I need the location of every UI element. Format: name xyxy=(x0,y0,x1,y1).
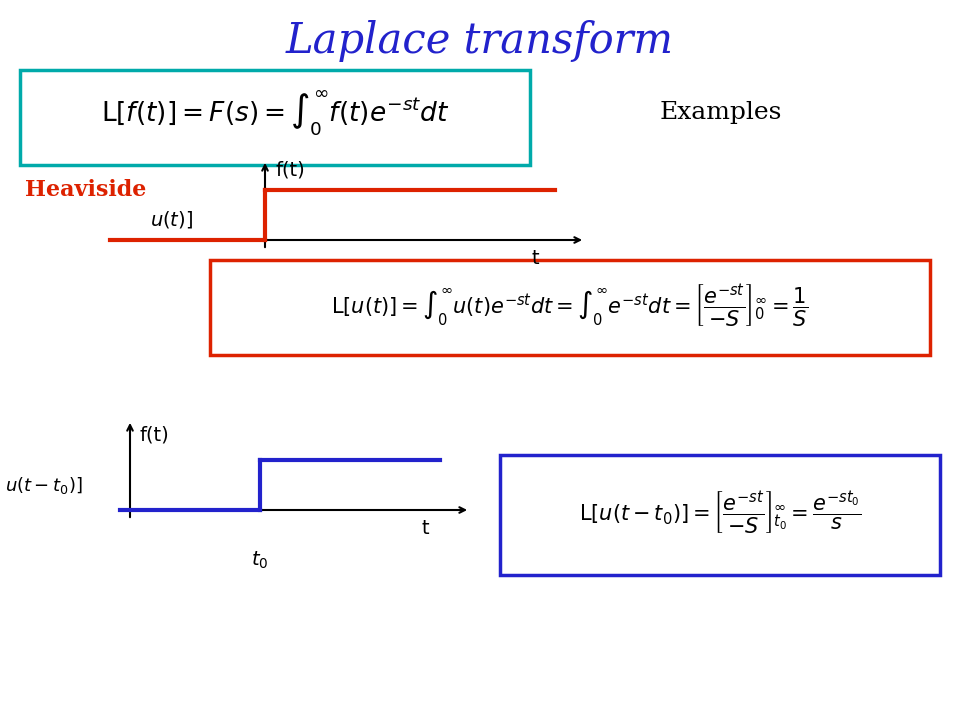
Text: t: t xyxy=(531,248,539,268)
Text: Laplace transform: Laplace transform xyxy=(286,20,674,62)
FancyBboxPatch shape xyxy=(210,260,930,355)
Text: $u(t)]$: $u(t)]$ xyxy=(150,210,193,230)
Text: f(t): f(t) xyxy=(140,426,170,444)
FancyBboxPatch shape xyxy=(500,455,940,575)
Text: $u(t-t_0)]$: $u(t-t_0)]$ xyxy=(5,474,83,495)
Text: $\mathrm{L}[u(t-t_0)] = \left[\dfrac{e^{-st}}{-S}\right]_{t_0}^{\infty} = \dfrac: $\mathrm{L}[u(t-t_0)] = \left[\dfrac{e^{… xyxy=(579,490,861,536)
Text: $t_0$: $t_0$ xyxy=(252,549,269,571)
Text: $\mathrm{L}[f(t)] = F(s) = \int_0^{\infty} f(t)e^{-st}dt$: $\mathrm{L}[f(t)] = F(s) = \int_0^{\inft… xyxy=(101,89,449,138)
Text: Examples: Examples xyxy=(660,102,782,125)
Text: Heaviside: Heaviside xyxy=(25,179,146,201)
Text: f(t): f(t) xyxy=(275,161,304,179)
Text: $\mathrm{L}[u(t)] = \int_0^{\infty} u(t)e^{-st}dt = \int_0^{\infty} e^{-st}dt = : $\mathrm{L}[u(t)] = \int_0^{\infty} u(t)… xyxy=(331,282,808,329)
FancyBboxPatch shape xyxy=(20,70,530,165)
Text: t: t xyxy=(421,518,429,538)
